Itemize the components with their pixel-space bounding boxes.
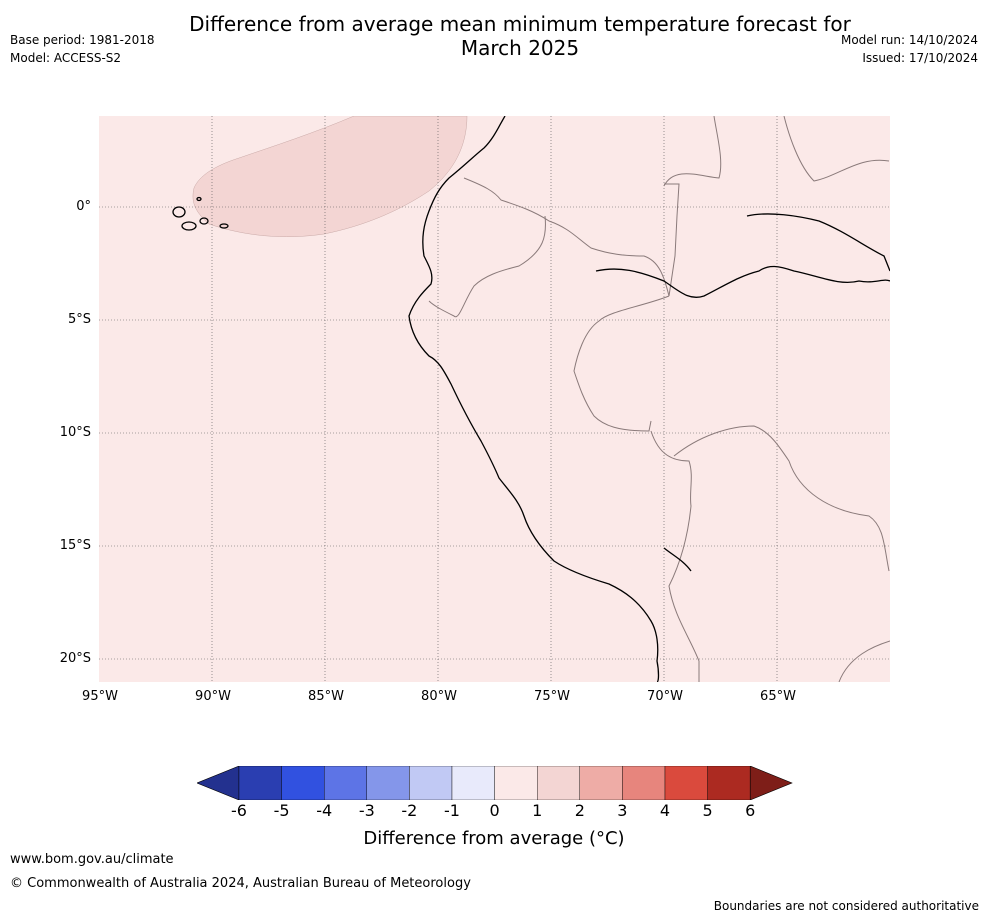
colorbar-tick-label: 3 [617, 801, 628, 820]
colorbar-segment [409, 766, 453, 800]
footer-url: www.bom.gov.au/climate [10, 852, 174, 867]
colorbar-tick-label: 4 [659, 801, 671, 820]
colorbar-tick-label: 1 [532, 801, 543, 820]
colorbar-segment [537, 766, 581, 800]
colorbar-segment [281, 766, 325, 800]
footer-copyright: © Commonwealth of Australia 2024, Austra… [10, 876, 471, 891]
colorbar-tick-label: -5 [273, 801, 290, 820]
lat-label-15s: 15°S [59, 538, 91, 553]
colorbar-segment [451, 766, 495, 800]
colorbar-tick-label: 6 [745, 801, 756, 820]
colorbar-tick-label: 0 [489, 801, 500, 820]
colorbar-segment [366, 766, 410, 800]
colorbar-segment [664, 766, 708, 800]
colorbar-tick-label: 2 [574, 801, 585, 820]
lat-label-10s: 10°S [59, 425, 91, 440]
coastlines [172, 116, 890, 682]
lat-label-20s: 20°S [59, 651, 91, 666]
meta-right: Model run: 14/10/2024 Issued: 17/10/2024 [841, 31, 978, 67]
lon-label-90w: 90°W [195, 689, 231, 704]
colorbar-segment [494, 766, 538, 800]
lon-label-95w: 95°W [82, 689, 118, 704]
model-name: Model: ACCESS-S2 [10, 51, 122, 65]
colorbar [197, 766, 793, 800]
title-line-2: March 2025 [460, 36, 580, 60]
chart-title: Difference from average mean minimum tem… [150, 12, 890, 60]
colorbar-segment [707, 766, 751, 800]
colorbar-segment [579, 766, 623, 800]
graticule [99, 116, 890, 682]
lon-label-80w: 80°W [421, 689, 457, 704]
country-borders [428, 116, 890, 682]
meta-left: Base period: 1981-2018 Model: ACCESS-S2 [10, 31, 155, 67]
colorbar-tick-label: -3 [358, 801, 375, 820]
lon-label-70w: 70°W [647, 689, 683, 704]
colorbar-tick-label: -4 [316, 801, 333, 820]
lon-label-65w: 65°W [760, 689, 796, 704]
colorbar-tick-label: -6 [231, 801, 247, 820]
colorbar-tick-label: -2 [401, 801, 418, 820]
colorbar-segment [622, 766, 666, 800]
lat-label-0: 0° [76, 199, 91, 214]
footer-disclaimer: Boundaries are not considered authoritat… [713, 899, 979, 913]
colorbar-arrow-high [749, 766, 793, 800]
colorbar-arrow-low [197, 766, 240, 800]
base-period: Base period: 1981-2018 [10, 33, 155, 47]
colorbar-label: Difference from average (°C) [363, 828, 625, 849]
lon-label-75w: 75°W [534, 689, 570, 704]
title-line-1: Difference from average mean minimum tem… [189, 12, 851, 36]
model-run: Model run: 14/10/2024 [840, 33, 978, 47]
colorbar-tick-label: 5 [702, 801, 713, 820]
map [99, 116, 890, 682]
colorbar-segment [323, 766, 367, 800]
lat-label-5s: 5°S [67, 312, 91, 327]
colorbar-tick-label: -1 [444, 801, 460, 820]
lon-label-85w: 85°W [308, 689, 344, 704]
issued-date: Issued: 17/10/2024 [862, 51, 978, 65]
colorbar-segment [238, 766, 282, 800]
